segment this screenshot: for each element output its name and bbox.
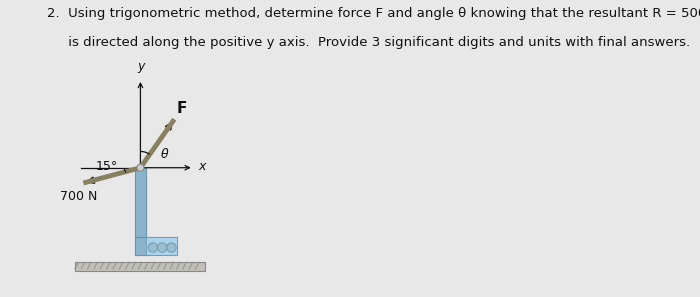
Text: 15°: 15°	[96, 160, 118, 173]
Polygon shape	[146, 237, 176, 255]
Text: F: F	[176, 101, 187, 116]
Circle shape	[158, 243, 167, 252]
Text: 700 N: 700 N	[60, 190, 97, 203]
Polygon shape	[76, 262, 206, 271]
Text: x: x	[198, 160, 205, 173]
Polygon shape	[135, 237, 176, 255]
Text: y: y	[137, 60, 145, 73]
Circle shape	[148, 243, 158, 252]
Circle shape	[167, 243, 176, 252]
Text: θ: θ	[161, 148, 169, 161]
Text: is directed along the positive y axis.  Provide 3 significant digits and units w: is directed along the positive y axis. P…	[48, 36, 690, 49]
Text: 2.  Using trigonometric method, determine force F and angle θ knowing that the r: 2. Using trigonometric method, determine…	[48, 7, 700, 20]
Circle shape	[137, 164, 144, 171]
Polygon shape	[135, 168, 146, 255]
